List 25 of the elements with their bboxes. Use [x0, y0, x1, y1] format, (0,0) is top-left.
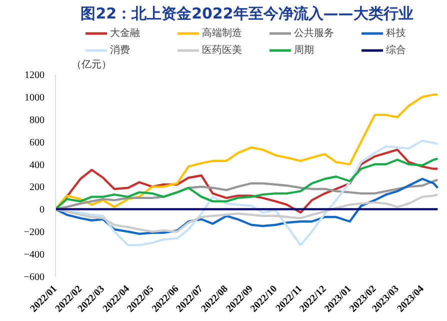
- line-series: [56, 193, 438, 233]
- y-tick-label: −600: [24, 272, 44, 283]
- legend-label: 综合: [386, 44, 407, 57]
- legend-label: 周期: [294, 44, 315, 57]
- legend-label: 科技: [386, 26, 407, 40]
- line-series: [56, 94, 438, 210]
- y-tick-label: 200: [30, 182, 44, 194]
- y-tick-label: −200: [24, 227, 44, 238]
- y-tick-label: 400: [30, 160, 44, 171]
- legend-label: 高端制造: [202, 26, 243, 40]
- y-tick-label: 800: [30, 114, 44, 126]
- text: （亿元）: [72, 60, 112, 70]
- line-series: [56, 178, 438, 235]
- legend-label: 消费: [110, 44, 131, 57]
- chart-title: 图22：北上资金2022年至今净流入——大类行业: [80, 4, 414, 22]
- y-tick-label: 1000: [24, 92, 44, 104]
- line-series: [56, 158, 438, 210]
- line-series: [56, 178, 438, 210]
- y-tick-label: −400: [24, 250, 44, 261]
- legend-label: 大金融: [110, 26, 141, 40]
- y-tick-label: 600: [30, 137, 44, 148]
- y-tick-label: 1200: [24, 70, 44, 81]
- legend-label: 医药医美: [202, 44, 243, 57]
- legend-label: 公共服务: [294, 26, 335, 40]
- y-tick-label: 0: [40, 204, 44, 216]
